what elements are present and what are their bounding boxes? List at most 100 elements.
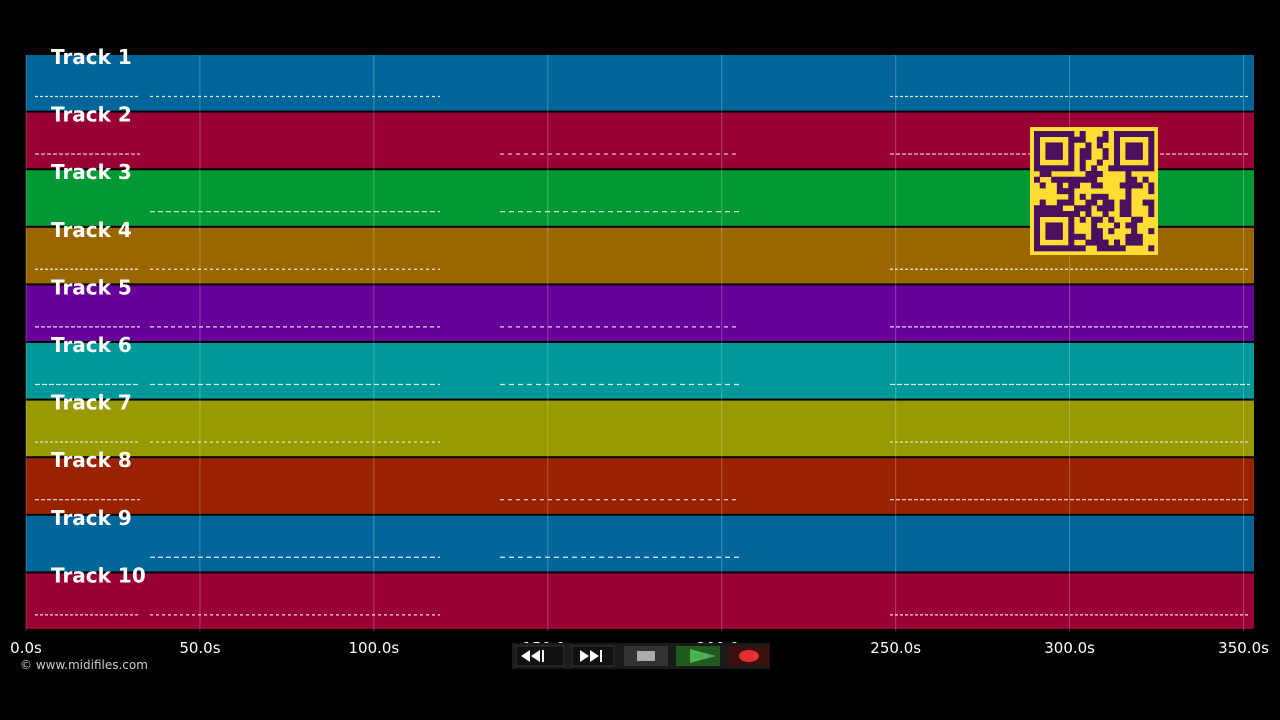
record-button[interactable] bbox=[728, 646, 770, 666]
qr-module bbox=[1074, 136, 1081, 143]
qr-module bbox=[1045, 211, 1052, 218]
qr-module bbox=[1096, 193, 1103, 200]
qr-module bbox=[1034, 136, 1041, 143]
track-label: Track 2 bbox=[51, 103, 132, 127]
qr-module bbox=[1056, 176, 1063, 183]
qr-module bbox=[1102, 153, 1109, 160]
qr-module bbox=[1119, 199, 1126, 206]
qr-module bbox=[1074, 205, 1081, 212]
qr-module bbox=[1114, 245, 1121, 252]
play-button[interactable] bbox=[676, 646, 720, 666]
qr-module bbox=[1136, 216, 1143, 223]
qr-module bbox=[1039, 199, 1046, 206]
qr-module bbox=[1068, 193, 1075, 200]
qr-module bbox=[1131, 182, 1138, 189]
qr-module bbox=[1085, 171, 1092, 178]
qr-module bbox=[1068, 148, 1075, 155]
qr-module bbox=[1056, 148, 1063, 155]
qr-module bbox=[1056, 211, 1063, 218]
qr-module bbox=[1085, 153, 1092, 160]
qr-module bbox=[1102, 211, 1109, 218]
qr-module bbox=[1136, 142, 1143, 149]
qr-module bbox=[1051, 211, 1058, 218]
track-band bbox=[26, 400, 1254, 457]
rewind-button[interactable] bbox=[515, 645, 565, 667]
qr-module bbox=[1079, 148, 1086, 155]
qr-module bbox=[1045, 222, 1052, 229]
qr-module bbox=[1102, 193, 1109, 200]
qr-module bbox=[1125, 171, 1132, 178]
qr-module bbox=[1096, 142, 1103, 149]
qr-module bbox=[1051, 165, 1058, 172]
qr-module bbox=[1096, 159, 1103, 166]
qr-module bbox=[1062, 165, 1069, 172]
qr-module bbox=[1056, 153, 1063, 160]
qr-module bbox=[1096, 245, 1103, 252]
qr-module bbox=[1045, 131, 1052, 138]
qr-module bbox=[1148, 228, 1155, 235]
qr-module bbox=[1034, 228, 1041, 235]
qr-module bbox=[1062, 176, 1069, 183]
qr-module bbox=[1039, 205, 1046, 212]
qr-module bbox=[1091, 222, 1098, 229]
qr-module bbox=[1051, 131, 1058, 138]
qr-module bbox=[1039, 165, 1046, 172]
qr-module bbox=[1079, 165, 1086, 172]
track-label: Track 1 bbox=[51, 45, 132, 69]
qr-module bbox=[1034, 216, 1041, 223]
qr-module bbox=[1108, 165, 1115, 172]
qr-module bbox=[1039, 171, 1046, 178]
qr-module bbox=[1068, 131, 1075, 138]
stop-button[interactable] bbox=[624, 646, 668, 666]
qr-module bbox=[1131, 165, 1138, 172]
qr-module bbox=[1079, 131, 1086, 138]
qr-module bbox=[1108, 199, 1115, 206]
x-tick-label: 50.0s bbox=[179, 639, 220, 657]
qr-module bbox=[1074, 182, 1081, 189]
qr-module bbox=[1148, 159, 1155, 166]
qr-module bbox=[1148, 199, 1155, 206]
qr-module bbox=[1148, 148, 1155, 155]
qr-module bbox=[1051, 233, 1058, 240]
qr-module bbox=[1108, 245, 1115, 252]
qr-module bbox=[1034, 205, 1041, 212]
qr-module bbox=[1114, 153, 1121, 160]
qr-module bbox=[1125, 222, 1132, 229]
track-label: Track 4 bbox=[51, 218, 132, 242]
qr-module bbox=[1091, 233, 1098, 240]
x-tick-label: 0.0s bbox=[10, 639, 42, 657]
qr-module bbox=[1148, 131, 1155, 138]
qr-module bbox=[1091, 182, 1098, 189]
qr-module bbox=[1125, 165, 1132, 172]
fast-forward-button[interactable] bbox=[571, 645, 615, 667]
qr-module bbox=[1068, 199, 1075, 206]
qr-module bbox=[1148, 136, 1155, 143]
qr-module bbox=[1136, 239, 1143, 246]
qr-module bbox=[1056, 205, 1063, 212]
qr-module bbox=[1045, 153, 1052, 160]
qr-module bbox=[1056, 188, 1063, 195]
qr-module bbox=[1074, 176, 1081, 183]
qr-module bbox=[1125, 148, 1132, 155]
qr-module bbox=[1125, 193, 1132, 200]
qr-module bbox=[1131, 216, 1138, 223]
qr-module bbox=[1062, 188, 1069, 195]
qr-module bbox=[1142, 176, 1149, 183]
qr-module bbox=[1068, 216, 1075, 223]
track-label: Track 6 bbox=[51, 333, 132, 357]
qr-module bbox=[1148, 205, 1155, 212]
qr-module bbox=[1119, 182, 1126, 189]
qr-module bbox=[1034, 222, 1041, 229]
qr-module bbox=[1034, 239, 1041, 246]
qr-module bbox=[1062, 245, 1069, 252]
qr-module bbox=[1114, 131, 1121, 138]
qr-module bbox=[1091, 216, 1098, 223]
qr-module bbox=[1045, 142, 1052, 149]
qr-module bbox=[1034, 233, 1041, 240]
qr-module bbox=[1125, 182, 1132, 189]
track-band bbox=[26, 343, 1254, 399]
qr-module bbox=[1114, 165, 1121, 172]
qr-module bbox=[1148, 142, 1155, 149]
qr-module bbox=[1125, 205, 1132, 212]
